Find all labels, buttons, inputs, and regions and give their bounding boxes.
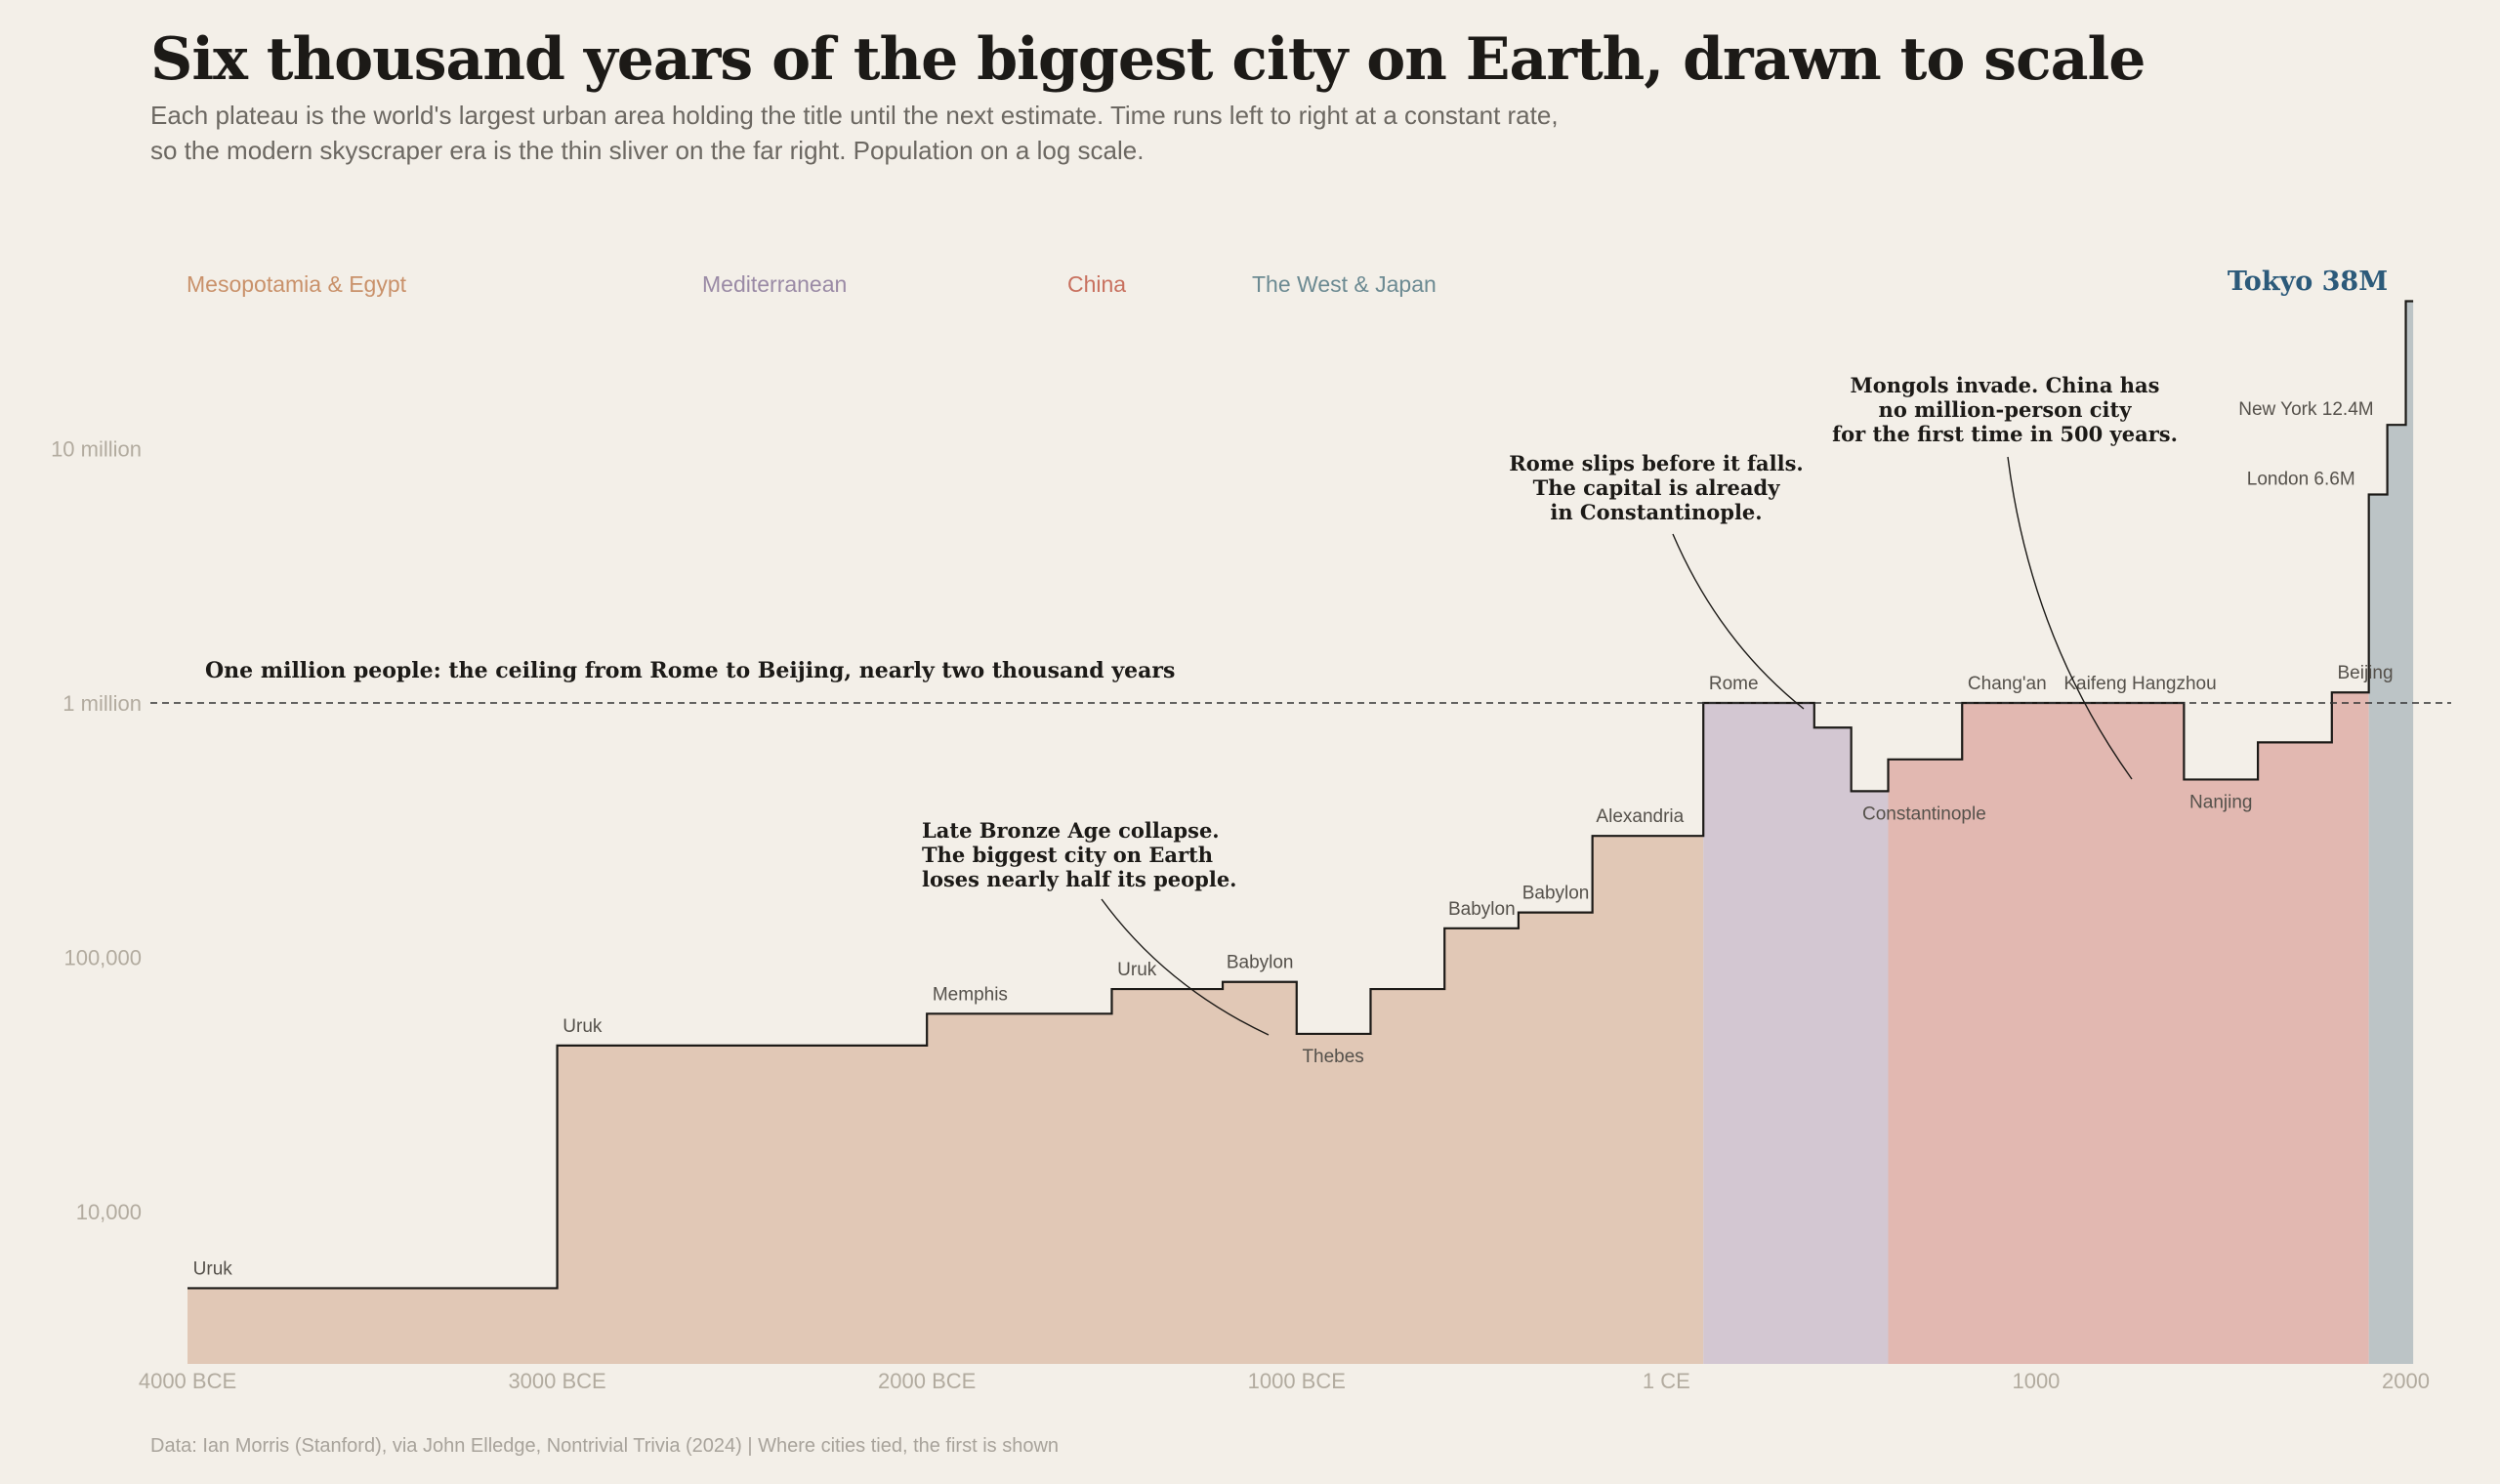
x-tick-label-5: 1000 (2012, 1369, 2060, 1393)
city-label-below-2: Nanjing (2189, 792, 2252, 812)
city-label-4: Babylon (1227, 953, 1294, 973)
annotation-1-line-1: The capital is already (1533, 475, 1781, 500)
region-area-1 (1703, 703, 1889, 1364)
chart-title: Six thousand years of the biggest city o… (150, 25, 2146, 94)
city-label-2: Memphis (933, 984, 1008, 1005)
annotation-0-line-0: Late Bronze Age collapse. (922, 818, 1220, 843)
annotation-0-line-2: loses nearly half its people. (922, 867, 1237, 891)
subtitle-line-1: Each plateau is the world's largest urba… (150, 101, 1559, 130)
annotation-1-line-2: in Constantinople. (1550, 500, 1762, 524)
subtitle-line-2: so the modern skyscraper era is the thin… (150, 136, 1145, 165)
city-label-6: Babylon (1522, 884, 1590, 904)
x-tick-label-4: 1 CE (1643, 1369, 1690, 1393)
annotation-0-line-1: The biggest city on Earth (922, 843, 1213, 867)
city-label-9: Chang'an (1968, 674, 2047, 694)
x-tick-label-6: 2000 (2382, 1369, 2430, 1393)
data-source-note: Data: Ian Morris (Stanford), via John El… (150, 1435, 1060, 1457)
modern-city-label-1: London 6.6M (2247, 470, 2355, 490)
annotation-0-leader (1101, 898, 1270, 1036)
annotation-1-leader (1672, 533, 1805, 710)
y-tick-label-0: 10,000 (76, 1200, 142, 1224)
x-tick-label-2: 2000 BCE (878, 1369, 976, 1393)
legend-mesopotamia-egypt: Mesopotamia & Egypt (187, 271, 407, 297)
annotation-2-leader (2007, 456, 2133, 780)
x-tick-label-1: 3000 BCE (508, 1369, 605, 1393)
annotation-2-line-1: no million-person city (1879, 397, 2133, 422)
modern-city-label-0: New York 12.4M (2238, 399, 2373, 420)
reference-line-label: One million people: the ceiling from Rom… (205, 658, 1175, 683)
annotation-2-line-2: for the first time in 500 years. (1832, 422, 2178, 446)
tokyo-label: Tokyo 38M (2228, 267, 2388, 297)
population-step-line (188, 300, 2414, 1290)
y-tick-label-2: 1 million (62, 691, 142, 716)
city-label-1: Uruk (562, 1016, 603, 1037)
city-label-11: Beijing (2337, 663, 2393, 683)
legend-china: China (1067, 271, 1126, 297)
city-label-8: Rome (1709, 674, 1759, 694)
annotation-1-line-0: Rome slips before it falls. (1509, 451, 1804, 475)
legend-mediterranean: Mediterranean (702, 271, 847, 297)
city-label-0: Uruk (193, 1258, 233, 1279)
y-tick-label-3: 10 million (51, 437, 142, 462)
region-area-2 (1888, 692, 2369, 1364)
annotation-2-line-0: Mongols invade. China has (1851, 373, 2160, 397)
legend-the-west-japan: The West & Japan (1252, 271, 1437, 297)
x-tick-label-0: 4000 BCE (139, 1369, 236, 1393)
y-tick-label-1: 100,000 (63, 946, 142, 970)
city-label-3: Uruk (1117, 960, 1157, 980)
city-label-7: Alexandria (1596, 806, 1684, 827)
region-area-3 (2368, 301, 2414, 1365)
region-area-0 (188, 836, 1704, 1364)
x-tick-label-3: 1000 BCE (1248, 1369, 1346, 1393)
chart-subtitle: Each plateau is the world's largest urba… (150, 98, 1559, 168)
city-label-10: Kaifeng Hangzhou (2063, 674, 2216, 694)
city-label-5: Babylon (1448, 899, 1516, 920)
city-label-below-1: Constantinople (1862, 804, 1986, 824)
city-label-below-0: Thebes (1302, 1047, 1363, 1067)
